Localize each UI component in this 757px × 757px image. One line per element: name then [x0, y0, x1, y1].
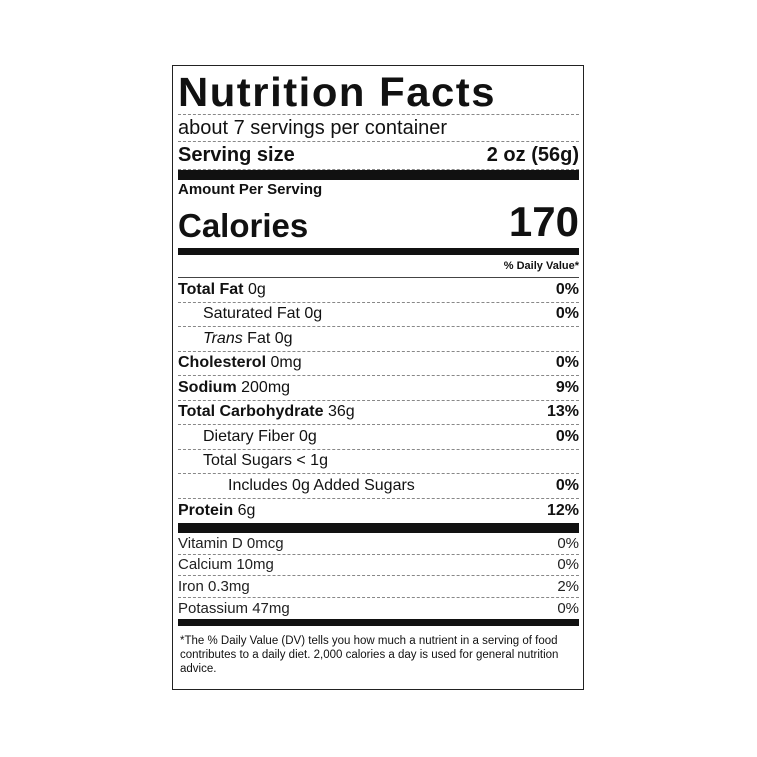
nutrient-amount: 0g — [247, 280, 266, 298]
nutrient-amount: 6g — [237, 501, 256, 519]
vitamin-row-calcium: Calcium 10mg 0% — [178, 555, 579, 576]
nutrient-amount: < 1g — [296, 452, 328, 470]
calories-value: 170 — [508, 198, 579, 245]
serving-size-value: 2 oz (56g) — [486, 144, 579, 166]
nutrient-amount: 36g — [327, 403, 355, 421]
nutrient-name: Total Sugars — [203, 452, 292, 470]
footnote: *The % Daily Value (DV) tells you how mu… — [180, 635, 559, 675]
nutrient-name: Total Fat — [178, 280, 244, 298]
nutrient-row-added-sugars: Includes 0g Added Sugars 0% — [178, 474, 579, 499]
nutrient-row-total-carbohydrate: Total Carbohydrate 36g 13% — [178, 401, 579, 425]
nutrient-name: Total Carbohydrate — [178, 403, 324, 421]
nutrient-name: Trans — [203, 329, 243, 347]
divider-medium — [178, 248, 579, 255]
nutrient-row-total-sugars: Total Sugars < 1g — [178, 450, 579, 474]
calories-row: Calories 170 — [178, 198, 579, 244]
vitamin-dv: 0% — [557, 534, 579, 552]
calories-label: Calories — [178, 207, 309, 244]
vitamin-name: Iron 0.3mg — [178, 577, 250, 595]
vitamin-name: Potassium 47mg — [178, 599, 290, 617]
nutrient-name: Sodium — [178, 378, 237, 396]
servings-text: about 7 servings per container — [178, 117, 448, 139]
vitamin-dv: 0% — [557, 556, 579, 574]
nutrient-row-protein: Protein 6g 12% — [178, 499, 579, 524]
nutrient-row-saturated-fat: Saturated Fat 0g 0% — [178, 303, 579, 327]
nutrition-facts-label: Nutrition Facts about 7 servings per con… — [172, 65, 584, 690]
nutrient-row-cholesterol: Cholesterol 0mg 0% — [178, 352, 579, 376]
divider-medium — [178, 619, 579, 626]
vitamin-dv: 2% — [557, 577, 579, 595]
nutrient-name: Cholesterol — [178, 354, 267, 372]
divider-thick — [178, 170, 579, 180]
amount-per-serving: Amount Per Serving — [178, 181, 323, 198]
nutrient-amount: 0g — [304, 305, 323, 323]
vitamin-dv: 0% — [557, 599, 579, 617]
vitamin-name: Vitamin D 0mcg — [178, 534, 284, 552]
serving-size-label: Serving size — [178, 144, 295, 166]
servings-per-container: about 7 servings per container — [178, 114, 579, 142]
vitamin-row-iron: Iron 0.3mg 2% — [178, 576, 579, 598]
nutrient-name: Dietary Fiber — [203, 427, 295, 445]
serving-size-row: Serving size 2 oz (56g) — [178, 142, 579, 170]
nutrient-amount: 0g — [274, 329, 293, 347]
nutrient-dv: 0% — [555, 354, 579, 372]
nutrient-dv: 12% — [546, 501, 579, 519]
nutrient-amount: 0mg — [270, 354, 302, 372]
daily-value-header: % Daily Value* — [178, 255, 579, 278]
label-title: Nutrition Facts — [178, 69, 497, 115]
nutrient-name: Protein — [178, 501, 234, 519]
nutrient-dv: 0% — [555, 427, 579, 445]
nutrient-dv: 0% — [555, 280, 579, 298]
nutrient-dv: 9% — [555, 378, 579, 396]
vitamin-row-potassium: Potassium 47mg 0% — [178, 598, 579, 620]
nutrient-amount: 200mg — [241, 378, 291, 396]
divider-thick — [178, 523, 579, 533]
nutrient-row-trans-fat: Trans Fat 0g — [178, 327, 579, 352]
nutrient-dv: 0% — [555, 476, 579, 494]
vitamin-row-vitamin-d: Vitamin D 0mcg 0% — [178, 533, 579, 555]
nutrient-name: Saturated Fat — [203, 305, 300, 323]
nutrient-row-sodium: Sodium 200mg 9% — [178, 376, 579, 401]
nutrient-dv: 13% — [546, 403, 579, 421]
nutrient-amount: 0g — [299, 427, 317, 445]
nutrient-dv: 0% — [555, 305, 579, 323]
nutrient-name: Includes 0g Added Sugars — [228, 476, 415, 494]
vitamin-name: Calcium 10mg — [178, 556, 274, 574]
nutrient-row-total-fat: Total Fat 0g 0% — [178, 278, 579, 303]
nutrient-name-suffix: Fat — [247, 329, 271, 347]
nutrient-row-dietary-fiber: Dietary Fiber 0g 0% — [178, 425, 579, 450]
